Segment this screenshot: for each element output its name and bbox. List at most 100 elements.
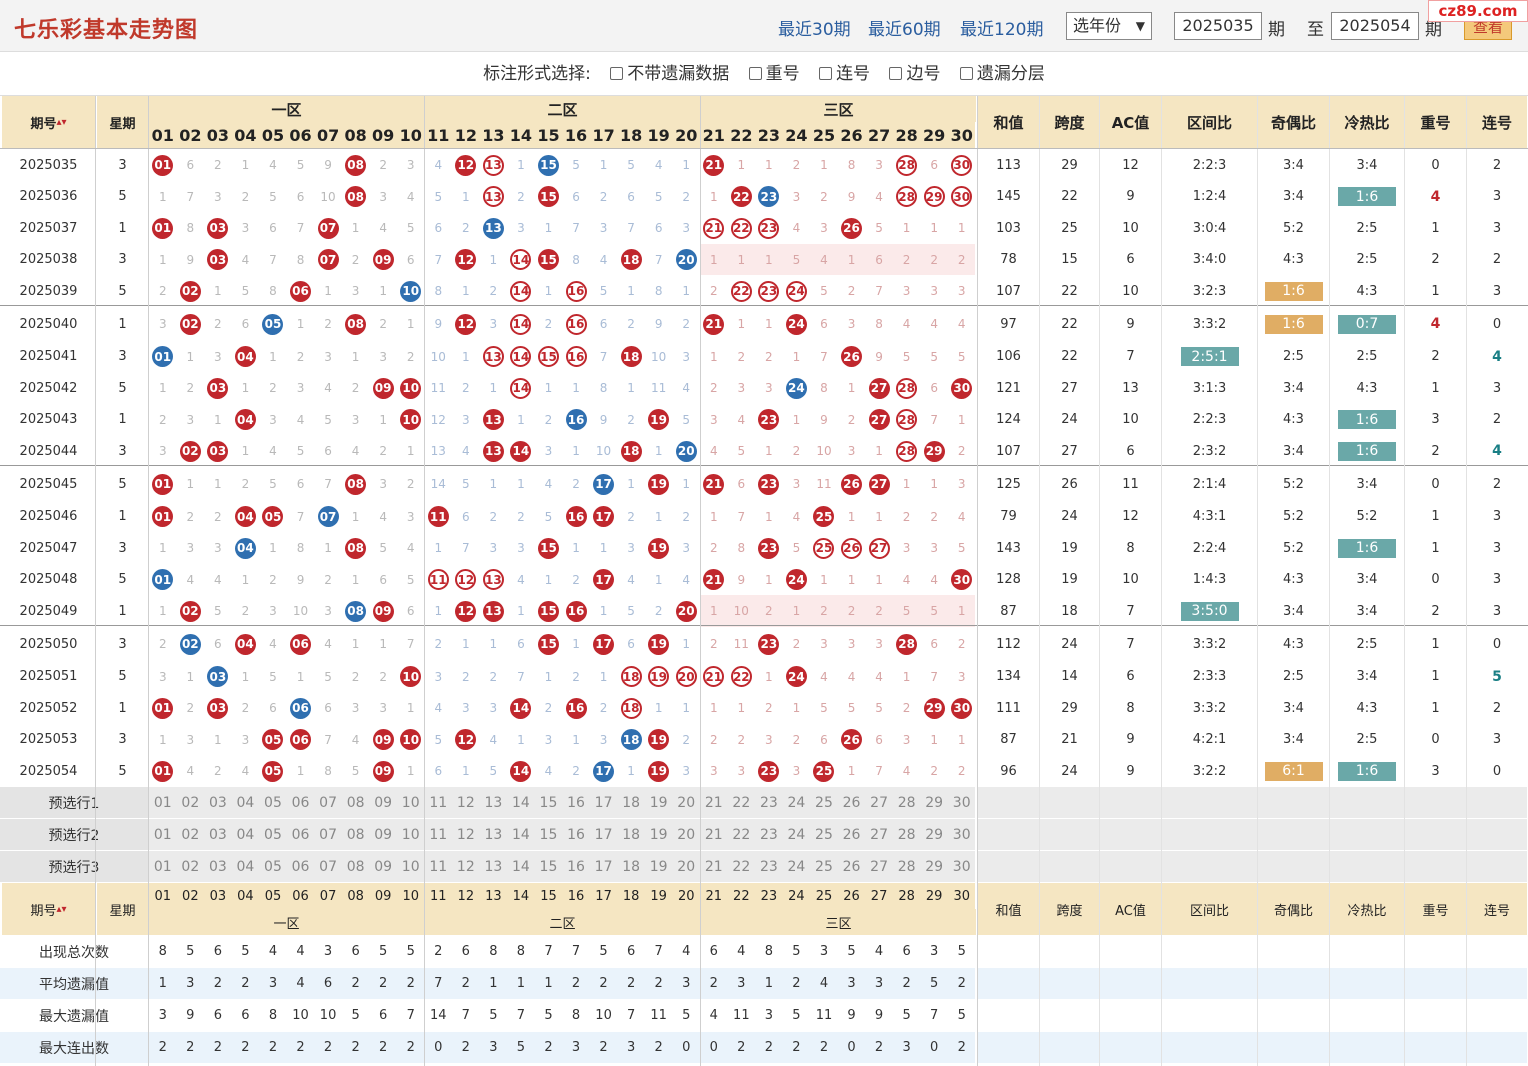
- preselect-number[interactable]: 11: [424, 851, 453, 882]
- preselect-number[interactable]: 09: [369, 787, 397, 818]
- preselect-number[interactable]: 11: [424, 819, 453, 850]
- from-issue-input[interactable]: 2025035: [1174, 12, 1262, 40]
- preselect-number[interactable]: 22: [727, 819, 756, 850]
- preselect-number[interactable]: 02: [176, 787, 205, 818]
- sort-icon[interactable]: ▴▾: [56, 116, 67, 128]
- preselect-number[interactable]: 05: [259, 819, 287, 850]
- view-button[interactable]: 查看: [1464, 14, 1512, 40]
- preselect-number[interactable]: 19: [644, 851, 673, 882]
- preselect-number[interactable]: 20: [672, 787, 700, 818]
- preselect-number[interactable]: 29: [920, 787, 948, 818]
- preselect-number[interactable]: 16: [562, 819, 590, 850]
- option-no-miss[interactable]: 不带遗漏数据: [610, 52, 729, 96]
- preselect-number[interactable]: 13: [479, 851, 508, 882]
- preselect-number[interactable]: 11: [424, 787, 453, 818]
- preselect-number[interactable]: 09: [369, 819, 397, 850]
- preselect-number[interactable]: 10: [396, 851, 425, 882]
- preselect-number[interactable]: 06: [286, 851, 315, 882]
- option-edge[interactable]: 边号: [889, 52, 940, 96]
- checkbox-icon[interactable]: [748, 67, 762, 80]
- preselect-number[interactable]: 19: [644, 787, 673, 818]
- preselect-number[interactable]: 15: [534, 851, 563, 882]
- issue-header[interactable]: 期号 ▴▾: [2, 96, 95, 148]
- preselect-number[interactable]: 07: [314, 787, 342, 818]
- checkbox-icon[interactable]: [889, 67, 903, 80]
- preselect-number[interactable]: 21: [700, 851, 728, 882]
- preselect-number[interactable]: 03: [204, 787, 232, 818]
- option-consecutive[interactable]: 连号: [819, 52, 870, 96]
- preselect-number[interactable]: 16: [562, 851, 590, 882]
- preselect-number[interactable]: 15: [534, 787, 563, 818]
- preselect-number[interactable]: 02: [176, 819, 205, 850]
- preselect-number[interactable]: 18: [617, 819, 645, 850]
- preselect-number[interactable]: 12: [452, 851, 480, 882]
- preselect-number[interactable]: 04: [231, 851, 260, 882]
- preselect-number[interactable]: 25: [810, 851, 838, 882]
- preselect-number[interactable]: 23: [755, 851, 783, 882]
- preselect-number[interactable]: 10: [396, 787, 425, 818]
- preselect-number[interactable]: 18: [617, 787, 645, 818]
- preselect-number[interactable]: 05: [259, 851, 287, 882]
- preselect-number[interactable]: 03: [204, 819, 232, 850]
- preselect-number[interactable]: 06: [286, 819, 315, 850]
- preselect-number[interactable]: 29: [920, 851, 948, 882]
- preselect-number[interactable]: 07: [314, 819, 342, 850]
- preselect-number[interactable]: 27: [865, 819, 893, 850]
- preselect-number[interactable]: 26: [837, 787, 866, 818]
- preselect-number[interactable]: 12: [452, 787, 480, 818]
- preselect-number[interactable]: 28: [892, 819, 921, 850]
- checkbox-icon[interactable]: [819, 67, 833, 80]
- preselect-number[interactable]: 24: [782, 851, 811, 882]
- preselect-number[interactable]: 08: [341, 851, 370, 882]
- preselect-number[interactable]: 30: [947, 851, 976, 882]
- preselect-number[interactable]: 07: [314, 851, 342, 882]
- preselect-number[interactable]: 27: [865, 787, 893, 818]
- preselect-number[interactable]: 21: [700, 787, 728, 818]
- preselect-number[interactable]: 26: [837, 851, 866, 882]
- preselect-number[interactable]: 01: [149, 819, 177, 850]
- preselect-number[interactable]: 03: [204, 851, 232, 882]
- preselect-number[interactable]: 17: [589, 787, 618, 818]
- checkbox-icon[interactable]: [959, 67, 973, 80]
- preselect-number[interactable]: 14: [507, 851, 535, 882]
- last-120-link[interactable]: 最近120期: [960, 20, 1044, 40]
- preselect-number[interactable]: 18: [617, 851, 645, 882]
- preselect-number[interactable]: 28: [892, 851, 921, 882]
- last-60-link[interactable]: 最近60期: [868, 20, 941, 40]
- preselect-number[interactable]: 04: [231, 787, 260, 818]
- preselect-number[interactable]: 08: [341, 787, 370, 818]
- preselect-number[interactable]: 23: [755, 787, 783, 818]
- preselect-number[interactable]: 06: [286, 787, 315, 818]
- preselect-number[interactable]: 01: [149, 851, 177, 882]
- preselect-number[interactable]: 17: [589, 819, 618, 850]
- preselect-number[interactable]: 30: [947, 787, 976, 818]
- option-repeat[interactable]: 重号: [748, 52, 800, 96]
- preselect-number[interactable]: 27: [865, 851, 893, 882]
- preselect-number[interactable]: 14: [507, 787, 535, 818]
- preselect-number[interactable]: 28: [892, 787, 921, 818]
- footer-issue-header[interactable]: 期号 ▴▾: [2, 883, 95, 935]
- year-select[interactable]: 选年份 ▼: [1066, 12, 1152, 40]
- checkbox-icon[interactable]: [610, 67, 624, 80]
- preselect-number[interactable]: 26: [837, 819, 866, 850]
- preselect-number[interactable]: 13: [479, 787, 508, 818]
- preselect-number[interactable]: 22: [727, 787, 756, 818]
- preselect-number[interactable]: 10: [396, 819, 425, 850]
- preselect-number[interactable]: 19: [644, 819, 673, 850]
- preselect-number[interactable]: 14: [507, 819, 535, 850]
- preselect-number[interactable]: 24: [782, 819, 811, 850]
- preselect-number[interactable]: 30: [947, 819, 976, 850]
- to-issue-input[interactable]: 2025054: [1331, 12, 1419, 40]
- preselect-number[interactable]: 25: [810, 819, 838, 850]
- preselect-number[interactable]: 15: [534, 819, 563, 850]
- preselect-number[interactable]: 01: [149, 787, 177, 818]
- preselect-number[interactable]: 20: [672, 851, 700, 882]
- preselect-number[interactable]: 16: [562, 787, 590, 818]
- preselect-number[interactable]: 23: [755, 819, 783, 850]
- sort-icon[interactable]: ▴▾: [56, 903, 67, 915]
- option-miss-layer[interactable]: 遗漏分层: [959, 52, 1045, 96]
- preselect-number[interactable]: 05: [259, 787, 287, 818]
- preselect-number[interactable]: 21: [700, 819, 728, 850]
- preselect-number[interactable]: 04: [231, 819, 260, 850]
- preselect-number[interactable]: 09: [369, 851, 397, 882]
